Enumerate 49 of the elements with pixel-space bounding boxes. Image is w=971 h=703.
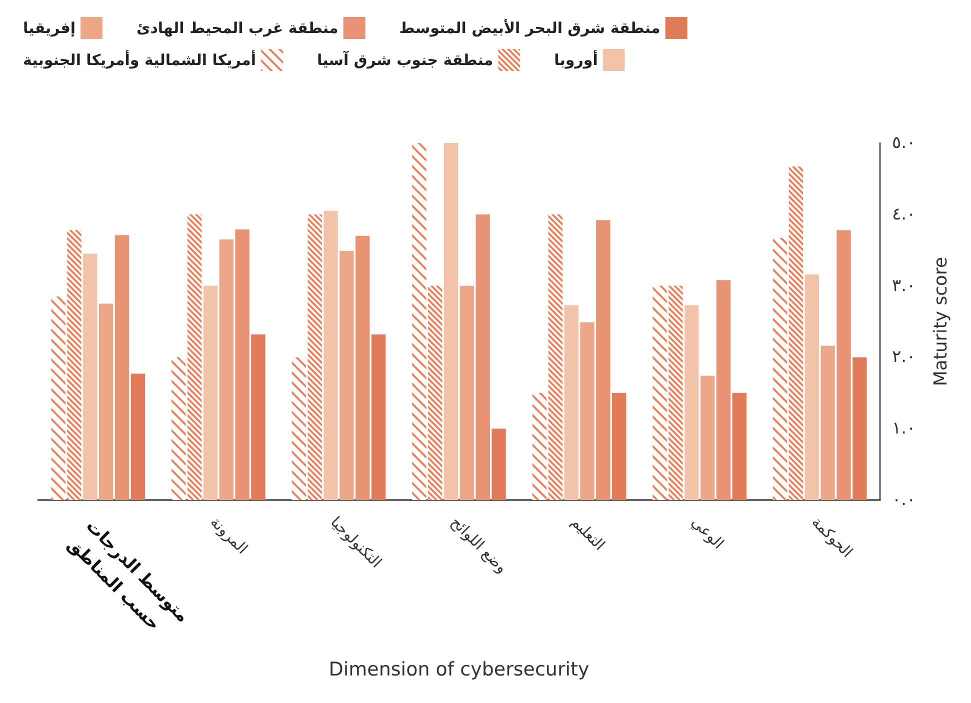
bar: [732, 392, 746, 500]
bar: [460, 286, 474, 500]
bar: [836, 230, 851, 500]
bar: [235, 229, 250, 500]
x-tick-label: متوسط الدرجات حسب المناطق: [64, 516, 192, 635]
legend-label: منطقة شرق البحر الأبيض المتوسط: [399, 18, 660, 37]
legend-label: منطقة جنوب شرق آسيا: [317, 50, 494, 69]
y-tick-label: ٠.٠: [892, 490, 916, 510]
bar: [684, 305, 699, 500]
bar: [596, 220, 610, 500]
bar: [580, 322, 594, 500]
x-tick-label: الوعي: [688, 512, 728, 552]
x-tick-label: وضع اللوائح: [447, 512, 512, 577]
legend-label: أوروبا: [554, 50, 598, 69]
y-tick-label: ٥.٠: [892, 133, 916, 153]
y-tick-label: ١.٠: [892, 418, 916, 439]
bar: [476, 214, 490, 500]
bar: [612, 392, 626, 500]
bar: [820, 346, 835, 500]
bar: [852, 357, 867, 500]
legend-label: إفريقيا: [22, 19, 76, 37]
bar: [130, 374, 146, 500]
legend-label: أمريكا الشمالية وأمريكا الجنوبية: [22, 50, 256, 69]
x-tick-label: المرونة: [206, 512, 252, 558]
bar: [98, 304, 114, 500]
y-tick-label: ٤.٠: [892, 204, 916, 224]
bar: [355, 236, 370, 500]
bar: [444, 143, 458, 500]
y-axis-title: Maturity score: [930, 256, 952, 386]
bar: [564, 305, 578, 500]
bar: [83, 254, 98, 500]
bar: [340, 250, 354, 500]
bar: [251, 334, 266, 500]
bar: [114, 235, 130, 500]
bar: [700, 376, 715, 500]
bar: [492, 428, 506, 500]
y-tick-label: ٣.٠: [892, 276, 916, 296]
bar: [203, 286, 218, 500]
x-axis-title: Dimension of cybersecurity: [328, 658, 590, 680]
bar: [716, 280, 731, 500]
x-tick-label: التكنولوجيا: [327, 512, 386, 572]
bar: [804, 274, 820, 500]
y-tick-label: ٢.٠: [892, 347, 916, 368]
bar: [371, 334, 386, 500]
bar: [324, 210, 338, 500]
x-tick-label: الحوكمة: [808, 512, 856, 562]
bar: [219, 239, 234, 500]
x-tick-label: التعليم: [568, 512, 609, 554]
legend-label: منطقة غرب المحيط الهادئ: [136, 19, 338, 37]
